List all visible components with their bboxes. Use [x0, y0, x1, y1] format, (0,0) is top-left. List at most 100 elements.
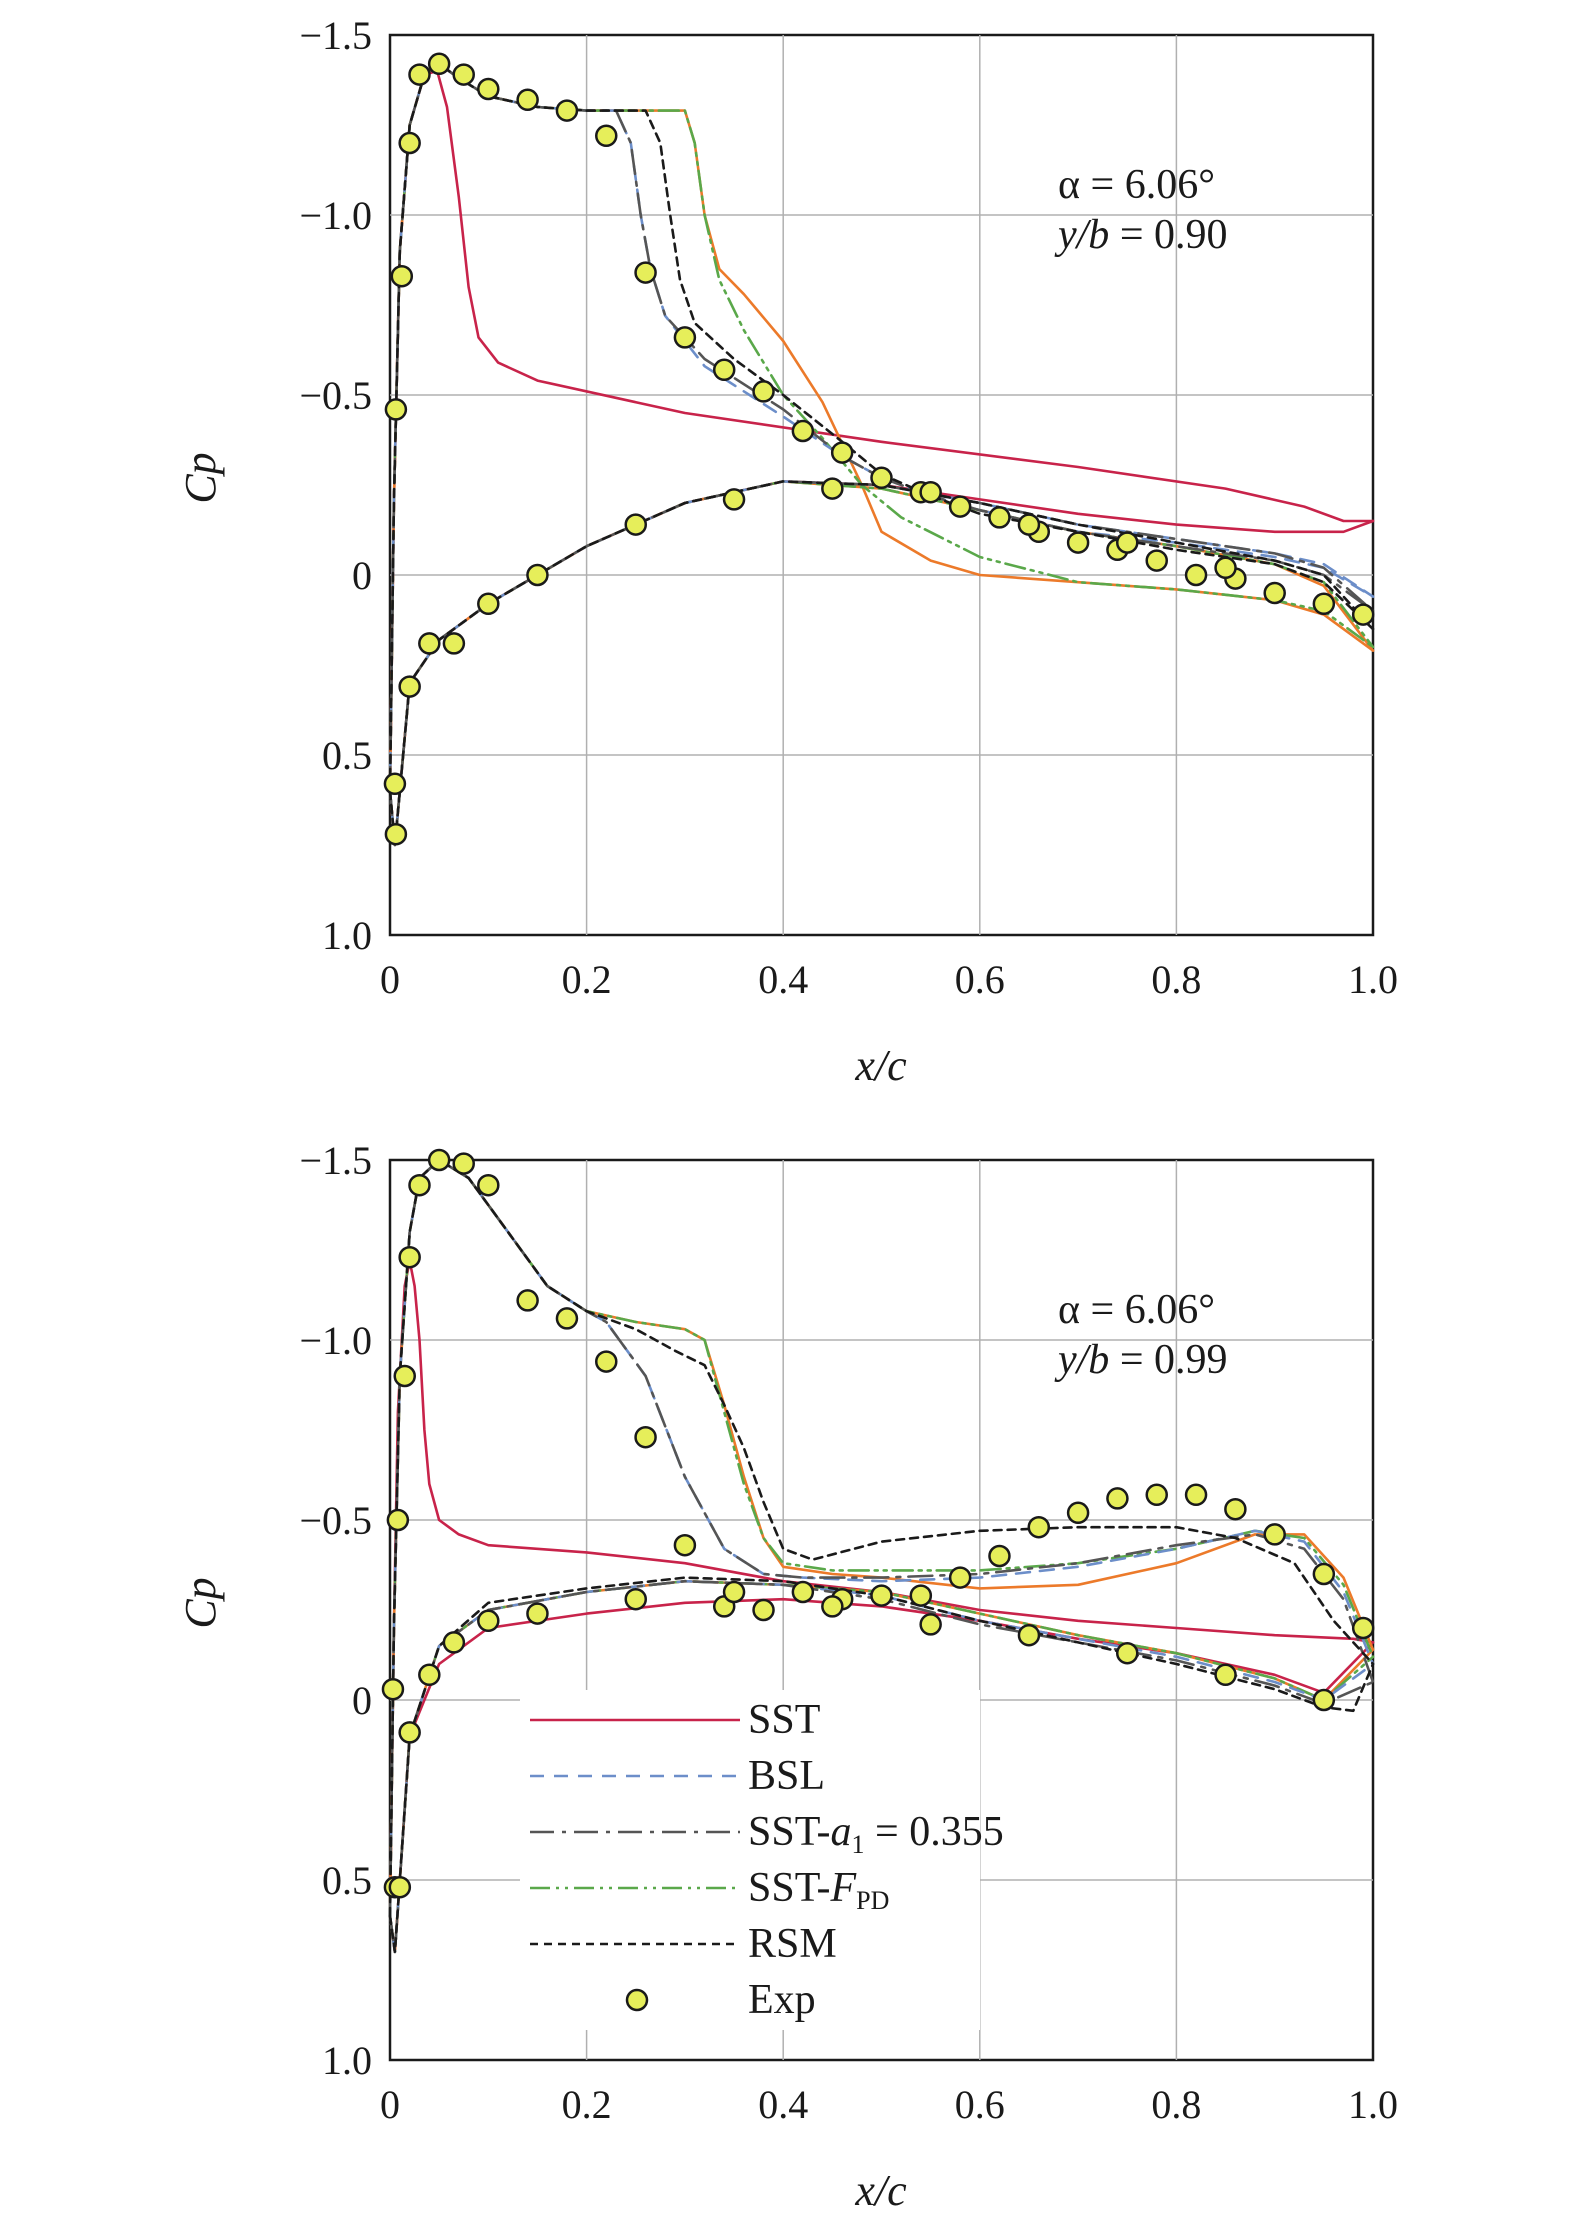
x-tick-label: 0: [380, 957, 400, 1002]
exp-point: [395, 1366, 415, 1386]
exp-point: [478, 1175, 498, 1195]
annotation-alpha-top: α = 6.06°: [1058, 162, 1215, 208]
exp-point: [1314, 594, 1334, 614]
y-tick-label: 0: [352, 1678, 372, 1723]
exp-point: [527, 565, 547, 585]
y-tick-label: 1.0: [322, 2038, 372, 2083]
exp-point: [1353, 605, 1373, 625]
exp-point: [386, 399, 406, 419]
exp-point: [444, 1632, 464, 1652]
exp-point: [429, 1150, 449, 1170]
exp-point: [626, 1589, 646, 1609]
exp-point: [1117, 1643, 1137, 1663]
chart-bottom: 0 0.2 0.4 0.6 0.8 1.0 −1.5 −1.0 −0.5 0 0.5 1.0 x/c…: [176, 1138, 1398, 2215]
exp-point: [400, 677, 420, 697]
exp-point: [754, 381, 774, 401]
y-tick-label: 0: [352, 553, 372, 598]
exp-point: [478, 1611, 498, 1631]
exp-point: [400, 1722, 420, 1742]
exp-point: [626, 515, 646, 535]
exp-point: [822, 479, 842, 499]
exp-point: [636, 1427, 656, 1447]
exp-point: [527, 1604, 547, 1624]
exp-point: [392, 266, 412, 286]
y-tick-label: 0.5: [322, 1858, 372, 1903]
exp-point: [714, 360, 734, 380]
x-ticks-bottom: 0 0.2 0.4 0.6 0.8 1.0: [380, 2082, 1398, 2127]
y-tick-label: −1.5: [299, 13, 372, 58]
legend-marker-exp: [627, 1990, 647, 2010]
y-axis-title-bottom: Cp: [176, 1577, 225, 1628]
exp-point: [950, 497, 970, 517]
y-tick-label: 1.0: [322, 913, 372, 958]
exp-point: [921, 1614, 941, 1634]
exp-point: [557, 1308, 577, 1328]
exp-point: [872, 468, 892, 488]
exp-point: [989, 507, 1009, 527]
exp-point: [1068, 1503, 1088, 1523]
exp-point: [921, 482, 941, 502]
exp-point: [1107, 1488, 1127, 1508]
exp-point: [419, 633, 439, 653]
x-tick-label: 0.2: [562, 957, 612, 1002]
exp-point: [950, 1568, 970, 1588]
y-tick-label: 0.5: [322, 733, 372, 778]
x-ticks-top: 0 0.2 0.4 0.6 0.8 1.0: [380, 957, 1398, 1002]
exp-point: [478, 594, 498, 614]
exp-point: [386, 824, 406, 844]
exp-point: [518, 90, 538, 110]
exp-point: [872, 1586, 892, 1606]
legend-label-rsm: RSM: [748, 1921, 837, 1967]
exp-point: [478, 79, 498, 99]
exp-point: [388, 1510, 408, 1530]
exp-point: [793, 421, 813, 441]
exp-point: [596, 1352, 616, 1372]
x-tick-label: 0.6: [955, 957, 1005, 1002]
exp-point: [1068, 533, 1088, 553]
legend-label-bsl: BSL: [748, 1753, 825, 1799]
annotation-alpha-bottom: α = 6.06°: [1058, 1287, 1215, 1333]
exp-point: [989, 1546, 1009, 1566]
y-tick-label: −1.0: [299, 1318, 372, 1363]
y-tick-label: −0.5: [299, 373, 372, 418]
exp-point: [385, 774, 405, 794]
exp-point: [793, 1582, 813, 1602]
annotation-yb-top: y/b = 0.90: [1054, 212, 1228, 258]
exp-point: [1265, 1524, 1285, 1544]
x-tick-label: 0.8: [1151, 957, 1201, 1002]
exp-point: [409, 1175, 429, 1195]
legend-label-sst-a1: SST-a1 = 0.355: [748, 1809, 1004, 1859]
exp-point: [1216, 1665, 1236, 1685]
exp-point: [1019, 1625, 1039, 1645]
legend-label-exp: Exp: [748, 1977, 816, 2023]
exp-point: [1353, 1618, 1373, 1638]
x-axis-title-top: x/c: [854, 1041, 907, 1090]
exp-point: [400, 1247, 420, 1267]
exp-point: [1186, 565, 1206, 585]
x-tick-label: 0.2: [562, 2082, 612, 2127]
exp-point: [724, 489, 744, 509]
x-tick-label: 0.4: [758, 957, 808, 1002]
exp-point: [675, 1535, 695, 1555]
exp-point: [454, 1154, 474, 1174]
exp-point: [832, 443, 852, 463]
exp-point: [518, 1290, 538, 1310]
exp-point: [409, 65, 429, 85]
exp-point: [454, 65, 474, 85]
y-tick-label: −1.0: [299, 193, 372, 238]
exp-point: [1314, 1690, 1334, 1710]
exp-point: [390, 1877, 410, 1897]
exp-point: [444, 633, 464, 653]
exp-point: [419, 1665, 439, 1685]
exp-point: [822, 1596, 842, 1616]
exp-point: [754, 1600, 774, 1620]
x-tick-label: 0.8: [1151, 2082, 1201, 2127]
exp-point: [1186, 1485, 1206, 1505]
x-tick-label: 0: [380, 2082, 400, 2127]
x-tick-label: 0.4: [758, 2082, 808, 2127]
y-tick-label: −1.5: [299, 1138, 372, 1183]
exp-point: [636, 263, 656, 283]
y-ticks-top: −1.5 −1.0 −0.5 0 0.5 1.0: [299, 13, 372, 958]
exp-point: [1147, 551, 1167, 571]
